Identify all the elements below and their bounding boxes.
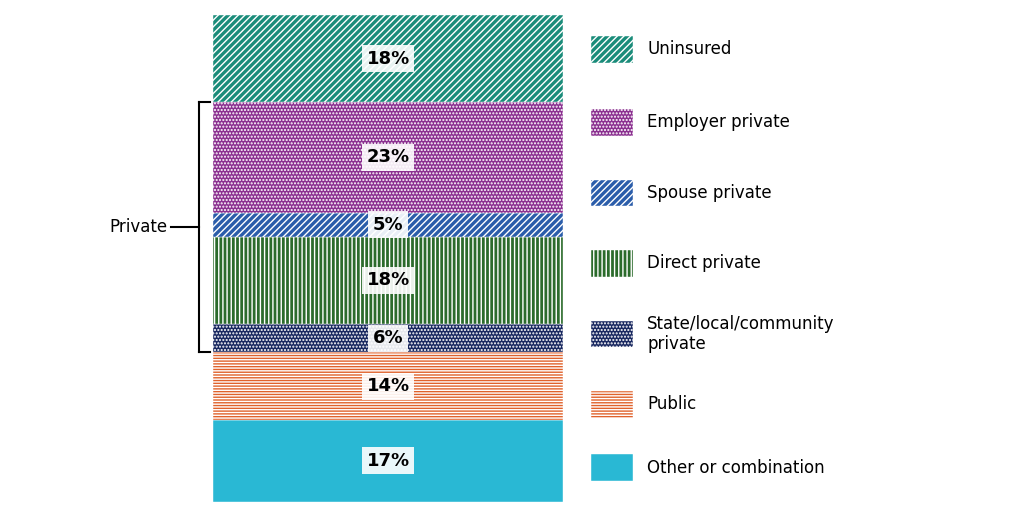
Text: 23%: 23% <box>367 148 410 166</box>
Text: 18%: 18% <box>367 271 410 289</box>
Text: Public: Public <box>647 395 696 414</box>
Bar <box>591 391 633 418</box>
Bar <box>591 180 633 206</box>
Text: 18%: 18% <box>367 50 410 68</box>
Bar <box>213 237 563 324</box>
Bar <box>213 324 563 352</box>
Text: 14%: 14% <box>367 377 410 395</box>
Text: 5%: 5% <box>373 216 403 234</box>
Bar <box>591 321 633 347</box>
Text: Direct private: Direct private <box>647 254 761 272</box>
Text: 6%: 6% <box>373 329 403 347</box>
Bar <box>213 420 563 502</box>
Text: Other or combination: Other or combination <box>647 459 825 477</box>
Bar <box>591 36 633 63</box>
Bar <box>591 454 633 481</box>
Text: 17%: 17% <box>367 452 410 470</box>
Bar <box>213 352 563 420</box>
Text: Private: Private <box>110 218 168 236</box>
Text: State/local/community
private: State/local/community private <box>647 314 835 353</box>
Bar <box>213 102 563 213</box>
Text: Uninsured: Uninsured <box>647 40 731 58</box>
Text: Spouse private: Spouse private <box>647 184 772 202</box>
Text: Employer private: Employer private <box>647 113 791 132</box>
Bar <box>591 250 633 277</box>
Bar <box>213 213 563 237</box>
Bar <box>591 109 633 136</box>
Bar <box>213 15 563 102</box>
